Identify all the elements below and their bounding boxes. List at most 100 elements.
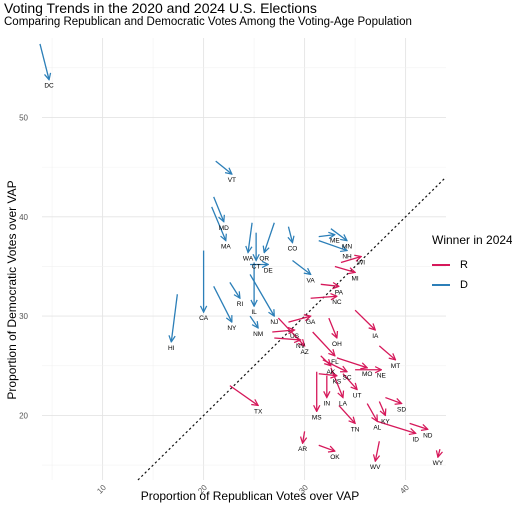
label-in: IN — [324, 401, 331, 408]
label-ak: AK — [327, 369, 336, 376]
arrow-md — [213, 196, 224, 222]
state-arrows — [39, 43, 440, 461]
arrow-ia — [354, 309, 375, 330]
label-wa: WA — [243, 256, 254, 263]
label-nj: NJ — [270, 319, 278, 326]
label-wv: WV — [370, 464, 381, 471]
arrow-mn — [330, 228, 347, 241]
y-tick-label: 20 — [19, 411, 28, 420]
label-tn: TN — [351, 426, 360, 433]
label-ia: IA — [372, 333, 379, 340]
y-tick-label: 40 — [19, 213, 28, 222]
y-tick-label: 30 — [19, 312, 28, 321]
label-ky: KY — [381, 418, 390, 425]
chart-title: Voting Trends in the 2020 and 2024 U.S. … — [4, 0, 317, 16]
label-or: OR — [259, 256, 269, 263]
arrow-nv — [274, 338, 300, 340]
label-me: ME — [330, 238, 340, 245]
label-nd: ND — [423, 432, 433, 439]
label-mn: MN — [342, 244, 352, 251]
label-vt: VT — [228, 177, 236, 184]
label-va: VA — [307, 277, 316, 284]
label-oh: OH — [332, 341, 342, 348]
label-ne: NE — [377, 373, 387, 380]
arrow-tx — [229, 385, 258, 406]
arrow-sd — [385, 396, 401, 404]
label-ok: OK — [330, 454, 340, 461]
label-us: US — [290, 333, 300, 340]
arrow-tn — [338, 405, 355, 424]
label-ca: CA — [199, 315, 209, 322]
arrow-or — [264, 222, 275, 253]
label-ms: MS — [312, 414, 322, 421]
legend-title: Winner in 2024 — [432, 233, 512, 247]
label-dc: DC — [44, 83, 54, 90]
label-nm: NM — [253, 331, 263, 338]
arrow-nm — [249, 315, 258, 328]
arrow-nj — [249, 274, 274, 316]
arrow-ma — [211, 206, 226, 241]
label-pa: PA — [335, 289, 344, 296]
label-wi: WI — [357, 260, 365, 267]
legend-label-d: D — [460, 279, 468, 291]
arrow-nd — [409, 422, 428, 429]
label-ma: MA — [221, 244, 231, 251]
legend-item-r: R — [432, 255, 512, 275]
arrow-la — [330, 367, 343, 398]
arrow-ar — [303, 431, 305, 443]
arrow-mt — [378, 345, 395, 360]
label-de: DE — [264, 267, 274, 274]
label-ct: CT — [252, 263, 261, 270]
label-ny: NY — [227, 325, 237, 332]
legend-key-d — [432, 284, 450, 286]
arrow-ri — [229, 281, 240, 298]
y-tick-label: 50 — [19, 113, 28, 122]
label-nc: NC — [332, 299, 342, 306]
y-axis-label: Proportion of Democratic Votes over VAP — [5, 180, 19, 400]
label-mi: MI — [351, 275, 358, 282]
arrow-me — [318, 235, 335, 237]
grid — [42, 38, 446, 480]
label-ut: UT — [353, 393, 362, 400]
label-nh: NH — [342, 254, 352, 261]
legend-item-d: D — [432, 275, 512, 295]
label-mt: MT — [391, 363, 400, 370]
arrow-id — [377, 420, 415, 433]
arrow-al — [366, 403, 377, 422]
label-il: IL — [251, 309, 257, 316]
arrow-fl — [312, 331, 335, 356]
arrow-wv — [375, 441, 379, 461]
label-md: MD — [219, 225, 229, 232]
arrow-wi — [340, 257, 361, 264]
arrow-wy — [438, 449, 440, 457]
label-wy: WY — [433, 460, 444, 467]
label-hi: HI — [168, 345, 175, 352]
label-fl: FL — [331, 359, 339, 366]
label-ks: KS — [333, 379, 342, 386]
label-id: ID — [412, 436, 419, 443]
legend: Winner in 2024 R D — [432, 233, 512, 295]
label-sc: SC — [343, 375, 352, 382]
arrow-dc — [39, 43, 49, 80]
legend-key-r — [432, 264, 450, 266]
arrow-mo — [336, 357, 367, 368]
arrow-oh — [328, 317, 337, 338]
arrow-ky — [378, 401, 385, 416]
label-mo: MO — [362, 371, 372, 378]
label-nv: NV — [296, 343, 306, 350]
diagonal-line — [137, 176, 447, 481]
arrow-nc — [310, 296, 337, 298]
legend-label-r: R — [460, 259, 468, 271]
label-al: AL — [373, 424, 381, 431]
arrow-nh — [318, 240, 347, 251]
label-co: CO — [288, 246, 298, 253]
label-la: LA — [339, 401, 348, 408]
arrow-hi — [171, 294, 178, 342]
arrow-az — [277, 317, 304, 346]
label-ar: AR — [298, 446, 307, 453]
arrow-ny — [213, 286, 232, 322]
label-sd: SD — [397, 407, 406, 414]
arrow-ok — [318, 444, 335, 451]
label-az: AZ — [300, 349, 308, 356]
